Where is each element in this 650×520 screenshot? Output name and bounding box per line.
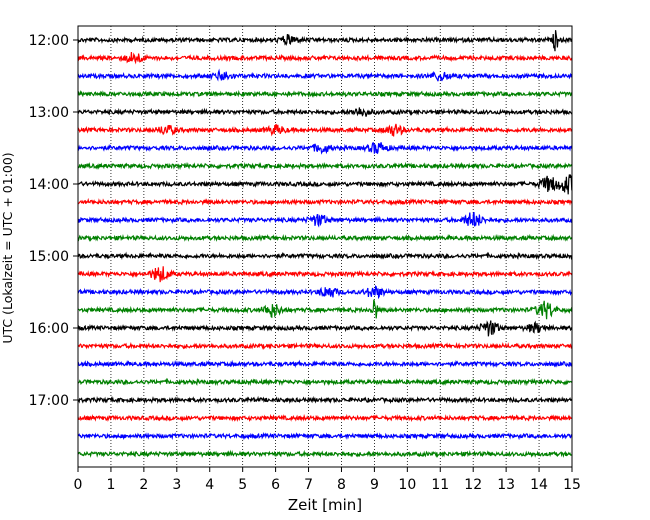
seismogram-trace [77, 266, 573, 283]
x-tick-label: 0 [74, 477, 83, 493]
seismogram-trace [77, 233, 573, 242]
y-tick-label: 17:00 [29, 393, 69, 409]
seismogram-trace [77, 89, 573, 99]
seismogram-trace [77, 285, 573, 300]
x-tick-label: 4 [205, 477, 214, 493]
seismogram-trace [77, 197, 573, 207]
x-tick-label: 13 [497, 477, 515, 493]
seismogram-trace [77, 413, 573, 423]
seismogram-trace [77, 161, 573, 171]
seismogram-trace [77, 251, 573, 261]
seismogram-trace [77, 320, 573, 337]
seismogram-trace [77, 449, 573, 458]
x-tick-label: 10 [398, 477, 416, 493]
seismogram-trace [77, 299, 573, 320]
x-tick-label: 2 [139, 477, 148, 493]
seismogram-trace [77, 341, 573, 350]
y-axis-label: UTC (Lokalzeit = UTC + 01:00) [0, 152, 15, 343]
seismogram-trace [77, 211, 573, 228]
x-axis-ticks: 0 1 2 3 4 5 6 7 8 9 10 11 12 13 14 15 [74, 467, 581, 493]
seismogram-trace [77, 141, 573, 155]
axes-frame [77, 25, 573, 468]
x-axis-label: Zeit [min] [288, 496, 362, 514]
x-tick-label: 11 [431, 477, 449, 493]
seismogram-trace [77, 377, 573, 387]
x-tick-label: 6 [271, 477, 280, 493]
seismogram-trace [77, 395, 573, 405]
x-tick-label: 15 [563, 477, 581, 493]
x-tick-label: 5 [238, 477, 247, 493]
seismogram-trace [77, 30, 573, 52]
seismogram-trace [78, 431, 573, 441]
y-tick-label: 16:00 [29, 321, 69, 337]
plot-frame [77, 25, 573, 468]
y-tick-label: 13:00 [29, 105, 69, 121]
y-tick-label: 14:00 [29, 177, 69, 193]
x-tick-label: 9 [370, 477, 379, 493]
x-tick-label: 3 [172, 477, 181, 493]
x-tick-label: 8 [337, 477, 346, 493]
seismogram-trace [77, 173, 573, 195]
x-tick-label: 14 [530, 477, 548, 493]
x-tick-label: 1 [106, 477, 115, 493]
seismogram-trace [77, 51, 573, 65]
seismogram-trace [77, 123, 573, 137]
y-tick-label: 12:00 [29, 33, 69, 49]
y-axis-ticks: 12:00 13:00 14:00 15:00 16:00 17:00 [29, 33, 78, 409]
seismogram-traces [77, 30, 573, 458]
x-tick-label: 12 [464, 477, 482, 493]
seismogram-trace [77, 68, 573, 82]
seismogram-trace [77, 107, 573, 117]
y-tick-label: 15:00 [29, 249, 69, 265]
x-tick-label: 7 [304, 477, 313, 493]
seismogram-trace [77, 359, 573, 369]
